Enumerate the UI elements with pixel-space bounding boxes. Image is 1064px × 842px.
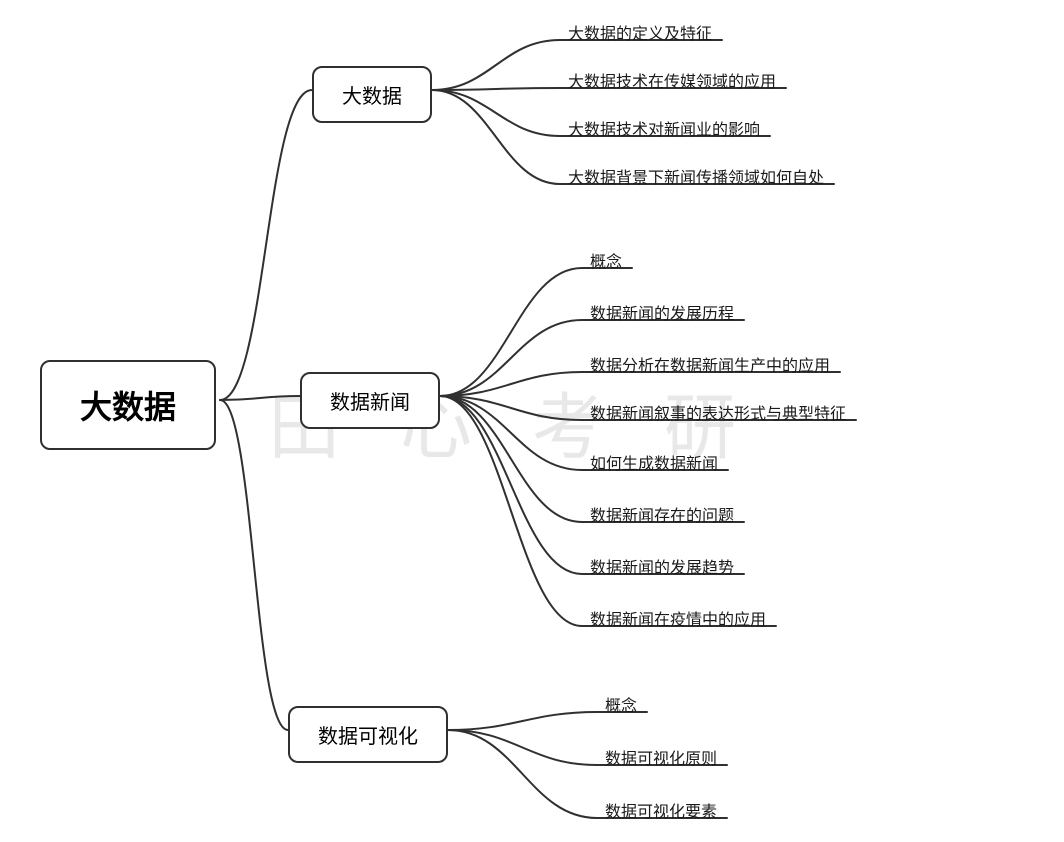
branch-node-data-news: 数据新闻 bbox=[300, 372, 440, 429]
leaf-node: 概念 bbox=[590, 248, 622, 272]
leaf-node: 概念 bbox=[605, 692, 637, 716]
leaf-node: 数据可视化要素 bbox=[605, 798, 717, 822]
leaf-node: 数据新闻叙事的表达形式与典型特征 bbox=[590, 400, 846, 424]
root-node: 大数据 bbox=[40, 360, 216, 450]
leaf-node: 大数据技术对新闻业的影响 bbox=[568, 116, 760, 140]
leaf-node: 大数据背景下新闻传播领域如何自处 bbox=[568, 164, 824, 188]
leaf-node: 数据新闻在疫情中的应用 bbox=[590, 606, 766, 630]
leaf-node: 数据分析在数据新闻生产中的应用 bbox=[590, 352, 830, 376]
leaf-node: 如何生成数据新闻 bbox=[590, 450, 718, 474]
branch-node-bigdata: 大数据 bbox=[312, 66, 432, 123]
leaf-node: 数据可视化原则 bbox=[605, 745, 717, 769]
leaf-node: 大数据的定义及特征 bbox=[568, 20, 712, 44]
branch-node-data-viz: 数据可视化 bbox=[288, 706, 448, 763]
leaf-node: 数据新闻的发展历程 bbox=[590, 300, 734, 324]
leaf-node: 数据新闻的发展趋势 bbox=[590, 554, 734, 578]
leaf-node: 数据新闻存在的问题 bbox=[590, 502, 734, 526]
leaf-node: 大数据技术在传媒领域的应用 bbox=[568, 68, 776, 92]
